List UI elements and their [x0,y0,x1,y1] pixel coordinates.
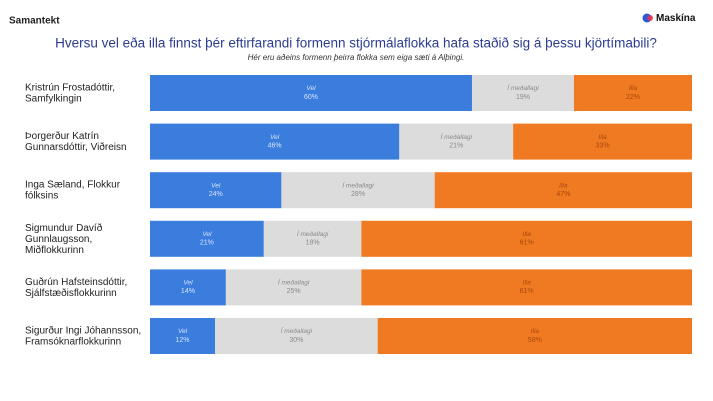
segment-series-label: Vel [178,328,188,335]
category-label-line: Sigmundur Davíð [25,221,103,233]
category-label: Kristrún Frostadóttir, Samfylkingin [25,82,115,104]
category-label: Sigurður Ingi Jóhannsson, Framsóknarflokk… [25,324,141,347]
bar-segment [573,75,692,111]
value-label: 22% [626,94,640,101]
value-label: 46% [268,142,282,149]
value-label: 25% [287,288,301,295]
category-label-line: Sigurður Ingi Jóhannsson, [25,324,141,336]
segment-series-label: Í meðallagi [507,83,539,92]
category-label: Guðrún Hafsteinsdóttir, Sjálfstæðisflokku… [25,276,127,299]
value-label: 61% [520,240,534,247]
segment-series-label: Illa [629,85,638,92]
bar-segment [361,220,692,257]
logo-icon [647,15,653,21]
segment-series-label: Illa [559,182,568,189]
category-label-line: fólksins [25,190,58,201]
segment-series-label: Vel [306,85,316,92]
bar-segment [150,123,400,160]
category-label-line: Sjálfstæðisflokkurinn [25,287,117,299]
category-label: Inga Sæland, Flokkur fólksins [25,179,121,201]
category-label-line: Gunnarsdóttir, Viðreisn [25,141,127,153]
segment-series-label: Illa [598,134,607,141]
category-label-line: Guðrún Hafsteinsdóttir, [25,276,127,288]
value-label: 24% [209,191,223,198]
value-label: 12% [176,337,190,344]
value-label: 33% [596,142,610,149]
bar-segment [150,220,264,257]
bar-segment [225,269,362,306]
value-label: 19% [516,94,530,101]
segment-series-label: Vel [270,134,280,141]
segment-series-label: Í meðallagi [441,132,473,141]
category-label-line: Samfylkingin [25,93,82,104]
bar-segment [361,269,692,306]
value-label: 58% [528,337,542,344]
chart-title: Hversu vel eða illa finnst þér eftirfara… [55,36,657,51]
bar-segment [263,220,362,257]
value-label: 14% [181,288,195,295]
category-label-line: Kristrún Frostadóttir, [25,82,115,93]
category-label-line: Inga Sæland, Flokkur [25,179,121,190]
page-header: Samantekt [9,16,60,27]
bar-segment [215,318,378,354]
bar-segment [513,123,692,160]
category-label-line: Þorgerður Katrín [25,130,99,142]
bar-segment [281,172,435,209]
bar-segment [150,269,226,306]
segment-series-label: Vel [183,280,193,287]
category-label-line: Miðflokkurinn [25,243,84,255]
value-label: 28% [351,191,365,198]
category-label: Þorgerður Katrín Gunnarsdóttir, Viðreisn [25,130,127,153]
value-label: 21% [200,240,214,247]
value-label: 47% [556,191,570,198]
segment-series-label: Illa [531,328,540,335]
segment-series-label: Vel [202,231,212,238]
value-label: 60% [304,94,318,101]
bar-segment [150,172,282,209]
bar-segment [150,318,216,354]
segment-series-label: Í meðallagi [281,326,313,335]
value-label: 61% [520,288,534,295]
segment-series-label: Illa [523,231,532,238]
segment-series-label: Vel [211,182,221,189]
chart-subtitle: Hér eru aðeins formenn þeirra flokka sem… [248,53,465,62]
segment-series-label: Í meðallagi [297,229,329,238]
segment-series-label: Í meðallagi [342,180,374,189]
value-label: 18% [306,240,320,247]
category-label-line: Framsóknarflokkurinn [25,336,121,347]
brand: Maskína [656,13,696,24]
bar-segment [399,123,514,160]
bar-segment [434,172,692,209]
segment-series-label: Í meðallagi [278,278,310,287]
bar-segment [150,75,472,111]
bar-segment [377,318,692,354]
category-label-line: Gunnlaugsson, [25,233,92,244]
value-label: 21% [449,142,463,149]
category-label: Sigmundur Davíð Gunnlaugsson, Miðflokkurin… [25,221,103,255]
bar-segment [471,75,574,111]
segment-series-label: Illa [523,280,532,287]
value-label: 30% [289,337,303,344]
